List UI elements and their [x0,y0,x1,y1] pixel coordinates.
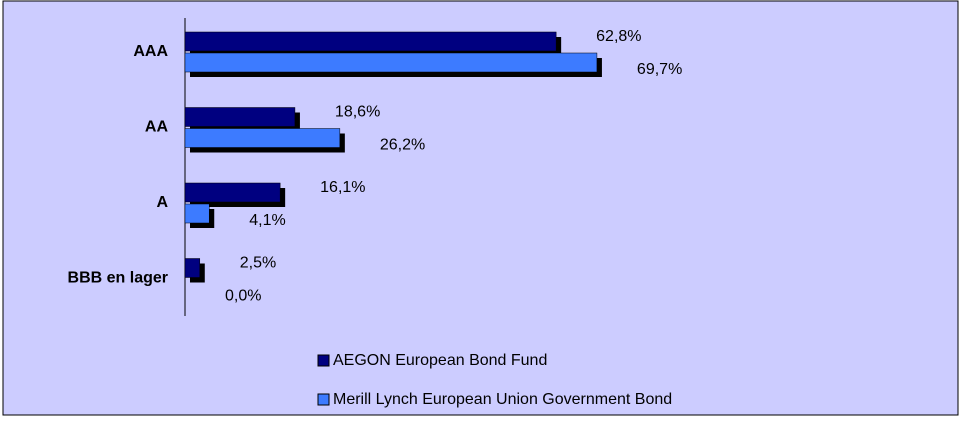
bar [184,128,341,148]
data-label: 16,1% [320,179,365,196]
bar [184,31,557,52]
legend-swatch [317,354,330,367]
data-label: 2,5% [240,255,276,272]
bar [184,107,296,127]
legend-label: AEGON European Bond Fund [333,352,547,369]
bar [184,182,281,203]
data-label: 62,8% [596,28,641,45]
data-label: 0,0% [225,288,261,305]
data-label: 18,6% [335,104,380,121]
legend-label: Merill Lynch European Union Government B… [333,391,672,408]
category-label: AA [145,119,169,136]
bar [184,203,210,224]
data-label: 4,1% [249,212,285,229]
bar [184,52,598,73]
data-label: 26,2% [380,137,425,154]
category-label: A [156,194,168,211]
data-label: 69,7% [637,61,682,78]
legend-swatch [317,393,330,406]
category-label: AAA [133,43,168,60]
category-label: BBB en lager [68,270,168,287]
bar [184,258,201,278]
